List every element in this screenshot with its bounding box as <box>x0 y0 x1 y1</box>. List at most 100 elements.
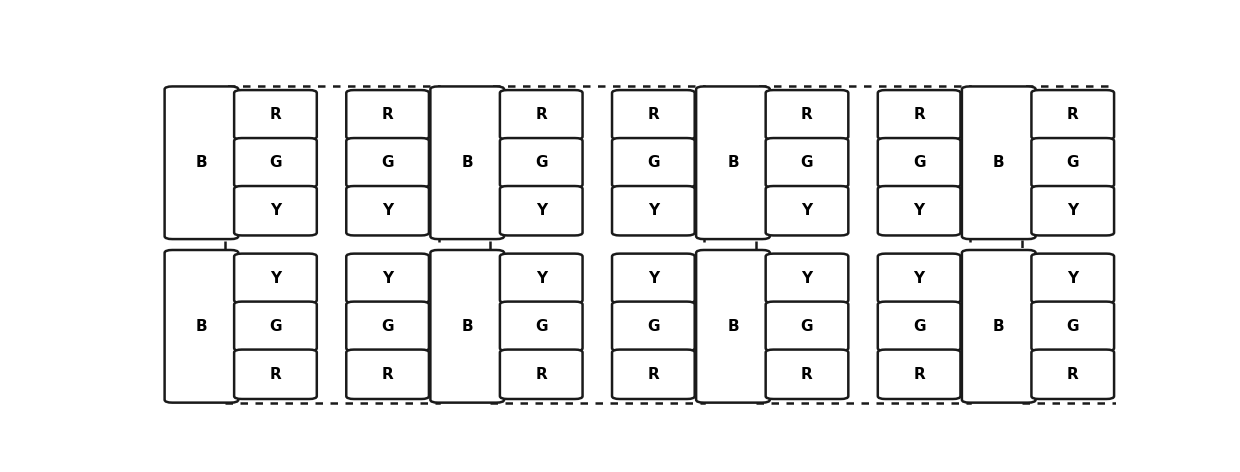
Text: R: R <box>536 107 547 122</box>
Text: Y: Y <box>801 271 812 286</box>
FancyBboxPatch shape <box>613 253 694 303</box>
FancyBboxPatch shape <box>346 90 429 140</box>
FancyBboxPatch shape <box>878 138 961 187</box>
Text: R: R <box>1066 107 1079 122</box>
FancyBboxPatch shape <box>346 186 429 236</box>
Text: G: G <box>913 319 925 334</box>
FancyBboxPatch shape <box>346 350 429 399</box>
Text: Y: Y <box>647 203 658 218</box>
FancyBboxPatch shape <box>962 250 1035 403</box>
Text: G: G <box>534 319 548 334</box>
FancyBboxPatch shape <box>765 350 848 399</box>
Text: B: B <box>196 155 207 170</box>
FancyBboxPatch shape <box>878 186 961 236</box>
Text: Y: Y <box>382 271 393 286</box>
Bar <box>756 86 970 403</box>
Text: R: R <box>913 107 925 122</box>
Text: Y: Y <box>647 271 658 286</box>
FancyBboxPatch shape <box>613 90 694 140</box>
FancyBboxPatch shape <box>696 250 770 403</box>
FancyBboxPatch shape <box>346 138 429 187</box>
FancyBboxPatch shape <box>234 90 316 140</box>
Text: Y: Y <box>1068 271 1079 286</box>
Text: G: G <box>382 155 394 170</box>
FancyBboxPatch shape <box>430 250 503 403</box>
FancyBboxPatch shape <box>1032 253 1114 303</box>
FancyBboxPatch shape <box>878 302 961 351</box>
FancyBboxPatch shape <box>500 253 583 303</box>
Text: Y: Y <box>270 203 281 218</box>
Bar <box>224 86 439 403</box>
Text: R: R <box>269 367 281 382</box>
FancyBboxPatch shape <box>346 253 429 303</box>
FancyBboxPatch shape <box>613 186 694 236</box>
Text: G: G <box>269 155 281 170</box>
Text: Y: Y <box>536 203 547 218</box>
FancyBboxPatch shape <box>234 186 316 236</box>
Text: R: R <box>382 107 393 122</box>
FancyBboxPatch shape <box>165 86 238 239</box>
Text: Y: Y <box>914 203 925 218</box>
FancyBboxPatch shape <box>765 302 848 351</box>
Text: B: B <box>196 319 207 334</box>
FancyBboxPatch shape <box>165 250 238 403</box>
Text: B: B <box>461 155 472 170</box>
FancyBboxPatch shape <box>500 186 583 236</box>
FancyBboxPatch shape <box>1032 138 1114 187</box>
FancyBboxPatch shape <box>500 90 583 140</box>
FancyBboxPatch shape <box>613 350 694 399</box>
Text: Y: Y <box>1068 203 1079 218</box>
Text: Y: Y <box>270 271 281 286</box>
Text: R: R <box>801 107 813 122</box>
FancyBboxPatch shape <box>1032 90 1114 140</box>
FancyBboxPatch shape <box>962 86 1035 239</box>
FancyBboxPatch shape <box>1032 186 1114 236</box>
FancyBboxPatch shape <box>613 138 694 187</box>
Text: G: G <box>1066 155 1079 170</box>
Text: Y: Y <box>801 203 812 218</box>
Text: R: R <box>913 367 925 382</box>
Text: G: G <box>801 319 813 334</box>
Text: R: R <box>536 367 547 382</box>
Bar <box>1022 86 1123 403</box>
Text: B: B <box>993 155 1004 170</box>
Text: G: G <box>1066 319 1079 334</box>
FancyBboxPatch shape <box>765 186 848 236</box>
Text: B: B <box>461 319 472 334</box>
Text: G: G <box>801 155 813 170</box>
Text: G: G <box>913 155 925 170</box>
FancyBboxPatch shape <box>500 302 583 351</box>
Text: Y: Y <box>382 203 393 218</box>
Text: B: B <box>727 319 739 334</box>
FancyBboxPatch shape <box>234 138 316 187</box>
Text: G: G <box>647 155 660 170</box>
Text: R: R <box>1066 367 1079 382</box>
FancyBboxPatch shape <box>234 302 316 351</box>
FancyBboxPatch shape <box>500 350 583 399</box>
Text: G: G <box>647 319 660 334</box>
Text: R: R <box>647 107 660 122</box>
FancyBboxPatch shape <box>1032 302 1114 351</box>
FancyBboxPatch shape <box>1032 350 1114 399</box>
FancyBboxPatch shape <box>234 350 316 399</box>
FancyBboxPatch shape <box>765 253 848 303</box>
Text: Y: Y <box>536 271 547 286</box>
FancyBboxPatch shape <box>500 138 583 187</box>
FancyBboxPatch shape <box>765 138 848 187</box>
Text: Y: Y <box>914 271 925 286</box>
FancyBboxPatch shape <box>430 86 503 239</box>
Bar <box>490 86 704 403</box>
FancyBboxPatch shape <box>878 350 961 399</box>
FancyBboxPatch shape <box>696 86 770 239</box>
FancyBboxPatch shape <box>765 90 848 140</box>
FancyBboxPatch shape <box>878 90 961 140</box>
Text: B: B <box>993 319 1004 334</box>
Text: G: G <box>534 155 548 170</box>
Text: R: R <box>382 367 393 382</box>
Text: B: B <box>727 155 739 170</box>
FancyBboxPatch shape <box>613 302 694 351</box>
Text: R: R <box>269 107 281 122</box>
Text: R: R <box>801 367 813 382</box>
FancyBboxPatch shape <box>346 302 429 351</box>
Text: G: G <box>269 319 281 334</box>
